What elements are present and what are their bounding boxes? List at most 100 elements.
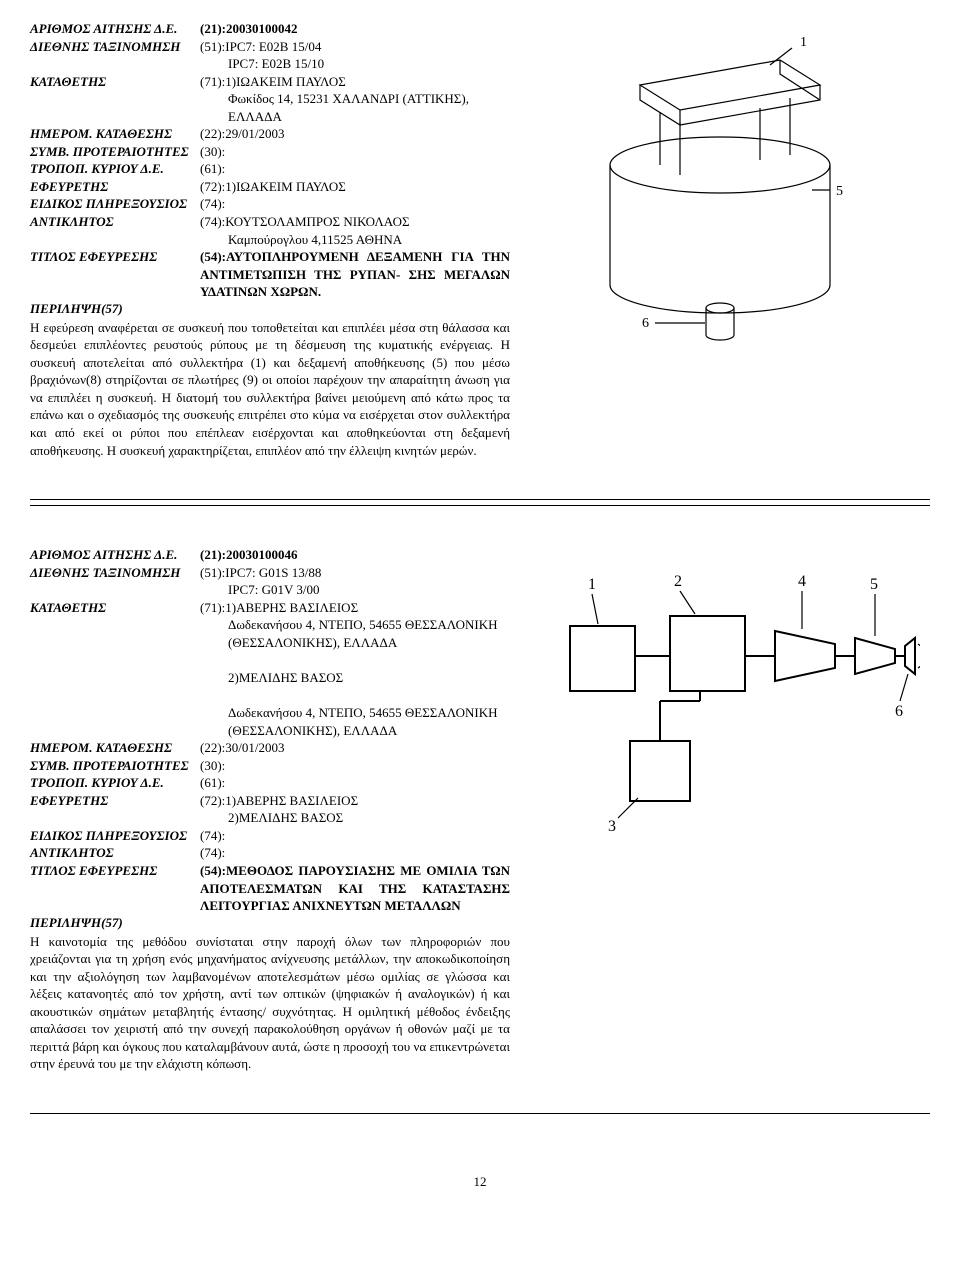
agent-value: (74): xyxy=(200,195,510,213)
inventor-row: ΕΦΕΥΡΕΤΗΣ (72):1)ΙΩΑΚΕΙΜ ΠΑΥΛΟΣ xyxy=(30,178,510,196)
block-diagram-figure: 1 2 4 5 3 6 xyxy=(540,556,920,836)
figure-label-6: 6 xyxy=(895,703,903,720)
figure-label-1: 1 xyxy=(800,35,807,50)
record-body: ΑΡΙΘΜΟΣ ΑΙΤΗΣΗΣ Δ.Ε. (21):20030100046 ΔΙ… xyxy=(30,546,930,1073)
title-row: ΤΙΤΛΟΣ ΕΦΕΥΡΕΣΗΣ (54):ΑΥΤΟΠΛΗΡΟΥΜΕΝΗ ΔΕΞ… xyxy=(30,248,510,301)
applicant-addr1: Δωδεκανήσου 4, ΝΤΕΠΟ, 54655 ΘΕΣΣΑΛΟΝΙΚΗ … xyxy=(200,616,510,651)
correspondent-value: (74): xyxy=(200,844,510,862)
title-row: ΤΙΤΛΟΣ ΕΦΕΥΡΕΣΗΣ (54):ΜΕΘΟΔΟΣ ΠΑΡΟΥΣΙΑΣΗ… xyxy=(30,862,510,915)
filing-date-row: ΗΜΕΡΟΜ. ΚΑΤΑΘΕΣΗΣ (22):29/01/2003 xyxy=(30,125,510,143)
priority-row: ΣΥΜΒ. ΠΡΟΤΕΡΑΙΟΤΗΤΕΣ (30): xyxy=(30,143,510,161)
abstract-label: ΠΕΡΙΛΗΨΗ(57) xyxy=(30,301,510,317)
ipc-row: ΔΙΕΘΝΗΣ ΤΑΞΙΝΟΜΗΣΗ (51):IPC7: G01S 13/88… xyxy=(30,564,510,599)
applicant-line2: 2)ΜΕΛΙΔΗΣ ΒΑΣΟΣ xyxy=(200,669,510,687)
priority-row: ΣΥΜΒ. ΠΡΟΤΕΡΑΙΟΤΗΤΕΣ (30): xyxy=(30,757,510,775)
abstract-section: ΠΕΡΙΛΗΨΗ(57) Η καινοτομία της μεθόδου συ… xyxy=(30,915,510,1073)
agent-row: ΕΙΔΙΚΟΣ ΠΛΗΡΕΞΟΥΣΙΟΣ (74): xyxy=(30,195,510,213)
abstract-text: Η καινοτομία της μεθόδου συνίσταται στην… xyxy=(30,933,510,1073)
applicant-value: (71):1)ΑΒΕΡΗΣ ΒΑΣΙΛΕΙΟΣ Δωδεκανήσου 4, Ν… xyxy=(200,599,510,739)
agent-label: ΕΙΔΙΚΟΣ ΠΛΗΡΕΞΟΥΣΙΟΣ xyxy=(30,827,200,845)
applicant-addr2: Δωδεκανήσου 4, ΝΤΕΠΟ, 54655 ΘΕΣΣΑΛΟΝΙΚΗ … xyxy=(200,704,510,739)
inventor-row: ΕΦΕΥΡΕΤΗΣ (72):1)ΑΒΕΡΗΣ ΒΑΣΙΛΕΙΟΣ 2)ΜΕΛΙ… xyxy=(30,792,510,827)
application-number-value: (21):20030100046 xyxy=(200,546,510,564)
page-number: 12 xyxy=(30,1174,930,1190)
inventor-label: ΕΦΕΥΡΕΤΗΣ xyxy=(30,792,200,810)
correspondent-row: ΑΝΤΙΚΛΗΤΟΣ (74):ΚΟΥΤΣΟΛΑΜΠΡΟΣ ΝΙΚΟΛΑΟΣ Κ… xyxy=(30,213,510,248)
correspondent-row: ΑΝΤΙΚΛΗΤΟΣ (74): xyxy=(30,844,510,862)
modification-label: ΤΡΟΠΟΠ. ΚΥΡΙΟΥ Δ.Ε. xyxy=(30,160,200,178)
priority-label: ΣΥΜΒ. ΠΡΟΤΕΡΑΙΟΤΗΤΕΣ xyxy=(30,757,200,775)
modification-row: ΤΡΟΠΟΠ. ΚΥΡΙΟΥ Δ.Ε. (61): xyxy=(30,774,510,792)
application-number-label: ΑΡΙΘΜΟΣ ΑΙΤΗΣΗΣ Δ.Ε. xyxy=(30,546,200,564)
application-number-value: (21):20030100042 xyxy=(200,20,510,38)
application-number-label: ΑΡΙΘΜΟΣ ΑΙΤΗΣΗΣ Δ.Ε. xyxy=(30,20,200,38)
inventor-line1: (72):1)ΑΒΕΡΗΣ ΒΑΣΙΛΕΙΟΣ xyxy=(200,793,358,808)
correspondent-addr: Καμπούρογλου 4,11525 ΑΘΗΝΑ xyxy=(200,231,510,249)
filing-date-value: (22):30/01/2003 xyxy=(200,739,510,757)
applicant-line1: (71):1)ΑΒΕΡΗΣ ΒΑΣΙΛΕΙΟΣ xyxy=(200,600,358,615)
applicant-label: ΚΑΤΑΘΕΤΗΣ xyxy=(30,599,200,617)
modification-value: (61): xyxy=(200,160,510,178)
application-number-row: ΑΡΙΘΜΟΣ ΑΙΤΗΣΗΣ Δ.Ε. (21):20030100046 xyxy=(30,546,510,564)
figure-label-4: 4 xyxy=(798,573,806,590)
patent-record: ΑΡΙΘΜΟΣ ΑΙΤΗΣΗΣ Δ.Ε. (21):20030100042 ΔΙ… xyxy=(30,20,930,459)
inventor-value: (72):1)ΑΒΕΡΗΣ ΒΑΣΙΛΕΙΟΣ 2)ΜΕΛΙΔΗΣ ΒΑΣΟΣ xyxy=(200,792,510,827)
applicant-addr1: Φωκίδος 14, 15231 ΧΑΛΑΝΔΡΙ (ΑΤΤΙΚΗΣ), ΕΛ… xyxy=(200,90,510,125)
figure-label-6: 6 xyxy=(642,316,649,331)
agent-row: ΕΙΔΙΚΟΣ ΠΛΗΡΕΞΟΥΣΙΟΣ (74): xyxy=(30,827,510,845)
record-body: ΑΡΙΘΜΟΣ ΑΙΤΗΣΗΣ Δ.Ε. (21):20030100042 ΔΙ… xyxy=(30,20,930,459)
applicant-row: ΚΑΤΑΘΕΤΗΣ (71):1)ΙΩΑΚΕΙΜ ΠΑΥΛΟΣ Φωκίδος … xyxy=(30,73,510,126)
applicant-row: ΚΑΤΑΘΕΤΗΣ (71):1)ΑΒΕΡΗΣ ΒΑΣΙΛΕΙΟΣ Δωδεκα… xyxy=(30,599,510,739)
abstract-text: Η εφεύρεση αναφέρεται σε συσκευή που τοπ… xyxy=(30,319,510,459)
abstract-label: ΠΕΡΙΛΗΨΗ(57) xyxy=(30,915,510,931)
ipc-value-line1: (51):IPC7: G01S 13/88 xyxy=(200,565,321,580)
abstract-section: ΠΕΡΙΛΗΨΗ(57) Η εφεύρεση αναφέρεται σε συ… xyxy=(30,301,510,459)
inventor-label: ΕΦΕΥΡΕΤΗΣ xyxy=(30,178,200,196)
figure-label-3: 3 xyxy=(608,818,616,835)
ipc-value: (51):IPC7: E02B 15/04 IPC7: E02B 15/10 xyxy=(200,38,510,73)
inventor-value: (72):1)ΙΩΑΚΕΙΜ ΠΑΥΛΟΣ xyxy=(200,178,510,196)
applicant-line1: (71):1)ΙΩΑΚΕΙΜ ΠΑΥΛΟΣ xyxy=(200,74,346,89)
ipc-value-line1: (51):IPC7: E02B 15/04 xyxy=(200,39,321,54)
ipc-value-line2: IPC7: G01V 3/00 xyxy=(200,581,510,599)
figure-label-5: 5 xyxy=(836,184,843,199)
correspondent-label: ΑΝΤΙΚΛΗΤΟΣ xyxy=(30,213,200,231)
filing-date-label: ΗΜΕΡΟΜ. ΚΑΤΑΘΕΣΗΣ xyxy=(30,739,200,757)
title-value: (54):ΜΕΘΟΔΟΣ ΠΑΡΟΥΣΙΑΣΗΣ ΜΕ ΟΜΙΛΙΑ ΤΩΝ Α… xyxy=(200,862,510,915)
priority-value: (30): xyxy=(200,143,510,161)
ipc-label: ΔΙΕΘΝΗΣ ΤΑΞΙΝΟΜΗΣΗ xyxy=(30,564,200,582)
tank-figure: 1 5 6 xyxy=(580,30,880,350)
title-label: ΤΙΤΛΟΣ ΕΦΕΥΡΕΣΗΣ xyxy=(30,862,200,880)
modification-label: ΤΡΟΠΟΠ. ΚΥΡΙΟΥ Δ.Ε. xyxy=(30,774,200,792)
text-column: ΑΡΙΘΜΟΣ ΑΙΤΗΣΗΣ Δ.Ε. (21):20030100046 ΔΙ… xyxy=(30,546,510,1073)
record-divider xyxy=(30,1113,930,1114)
ipc-label: ΔΙΕΘΝΗΣ ΤΑΞΙΝΟΜΗΣΗ xyxy=(30,38,200,56)
text-column: ΑΡΙΘΜΟΣ ΑΙΤΗΣΗΣ Δ.Ε. (21):20030100042 ΔΙ… xyxy=(30,20,510,459)
figure-label-2: 2 xyxy=(674,573,682,590)
agent-label: ΕΙΔΙΚΟΣ ΠΛΗΡΕΞΟΥΣΙΟΣ xyxy=(30,195,200,213)
record-divider xyxy=(30,499,930,500)
modification-value: (61): xyxy=(200,774,510,792)
figure-column: 1 2 4 5 3 6 xyxy=(530,546,930,1073)
patent-record: ΑΡΙΘΜΟΣ ΑΙΤΗΣΗΣ Δ.Ε. (21):20030100046 ΔΙ… xyxy=(30,546,930,1073)
record-divider-2 xyxy=(30,505,930,506)
inventor-line2: 2)ΜΕΛΙΔΗΣ ΒΑΣΟΣ xyxy=(200,809,510,827)
applicant-value: (71):1)ΙΩΑΚΕΙΜ ΠΑΥΛΟΣ Φωκίδος 14, 15231 … xyxy=(200,73,510,126)
title-value: (54):ΑΥΤΟΠΛΗΡΟΥΜΕΝΗ ΔΕΞΑΜΕΝΗ ΓΙΑ ΤΗΝ ΑΝΤ… xyxy=(200,248,510,301)
correspondent-value: (74):ΚΟΥΤΣΟΛΑΜΠΡΟΣ ΝΙΚΟΛΑΟΣ Καμπούρογλου… xyxy=(200,213,510,248)
application-number-row: ΑΡΙΘΜΟΣ ΑΙΤΗΣΗΣ Δ.Ε. (21):20030100042 xyxy=(30,20,510,38)
filing-date-value: (22):29/01/2003 xyxy=(200,125,510,143)
ipc-value-line2: IPC7: E02B 15/10 xyxy=(200,55,510,73)
title-label: ΤΙΤΛΟΣ ΕΦΕΥΡΕΣΗΣ xyxy=(30,248,200,266)
filing-date-row: ΗΜΕΡΟΜ. ΚΑΤΑΘΕΣΗΣ (22):30/01/2003 xyxy=(30,739,510,757)
applicant-label: ΚΑΤΑΘΕΤΗΣ xyxy=(30,73,200,91)
ipc-row: ΔΙΕΘΝΗΣ ΤΑΞΙΝΟΜΗΣΗ (51):IPC7: E02B 15/04… xyxy=(30,38,510,73)
figure-label-1: 1 xyxy=(588,576,596,593)
priority-value: (30): xyxy=(200,757,510,775)
figure-column: 1 5 6 xyxy=(530,20,930,459)
agent-value: (74): xyxy=(200,827,510,845)
filing-date-label: ΗΜΕΡΟΜ. ΚΑΤΑΘΕΣΗΣ xyxy=(30,125,200,143)
correspondent-label: ΑΝΤΙΚΛΗΤΟΣ xyxy=(30,844,200,862)
correspondent-name: (74):ΚΟΥΤΣΟΛΑΜΠΡΟΣ ΝΙΚΟΛΑΟΣ xyxy=(200,214,410,229)
priority-label: ΣΥΜΒ. ΠΡΟΤΕΡΑΙΟΤΗΤΕΣ xyxy=(30,143,200,161)
